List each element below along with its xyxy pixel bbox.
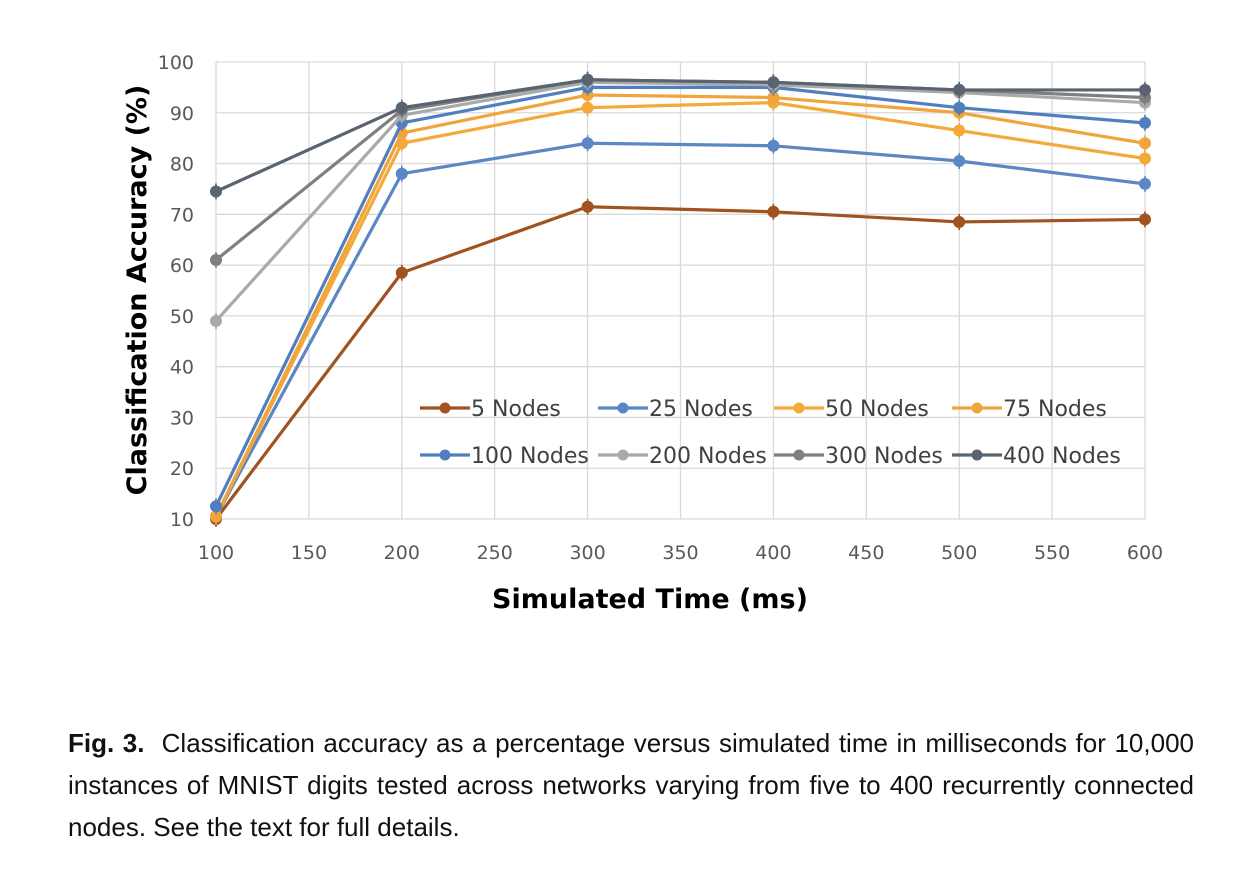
x-tick-label: 450 (848, 542, 884, 564)
legend-item: 100 Nodes (420, 444, 589, 469)
y-tick-label: 60 (170, 255, 194, 277)
legend-label: 5 Nodes (471, 397, 561, 422)
legend: 5 Nodes 25 Nodes 50 Nodes 75 Nodes 100 Nodes… (420, 397, 1121, 469)
legend-label: 75 Nodes (1003, 397, 1107, 422)
x-tick-label: 500 (941, 542, 977, 564)
data-point (581, 73, 594, 86)
data-point (395, 266, 408, 279)
y-axis-title: Classification Accuracy (%) (122, 85, 153, 496)
legend-swatch-marker (439, 449, 451, 461)
data-point (1139, 177, 1151, 190)
data-point (1139, 152, 1151, 165)
data-point (1139, 116, 1151, 129)
data-point (210, 254, 222, 267)
data-point (1139, 137, 1151, 150)
data-point (953, 155, 966, 168)
legend-item: 200 Nodes (598, 444, 767, 469)
x-axis-title: Simulated Time (ms) (492, 584, 808, 615)
data-point (210, 500, 222, 513)
legend-item: 50 Nodes (774, 397, 929, 422)
x-tick-label: 200 (384, 542, 420, 564)
legend-item: 300 Nodes (774, 444, 943, 469)
caption-text: Classification accuracy as a percentage … (68, 728, 1194, 842)
data-point (210, 185, 222, 198)
series-line (214, 101, 1146, 518)
series-line (214, 205, 1146, 520)
legend-label: 50 Nodes (825, 397, 929, 422)
legend-label: 300 Nodes (825, 444, 943, 469)
data-point (210, 314, 222, 327)
legend-label: 200 Nodes (649, 444, 767, 469)
legend-swatch-marker (617, 449, 629, 461)
caption-label: Fig. 3. (68, 728, 145, 758)
data-point (581, 200, 594, 213)
series-line (214, 93, 1146, 518)
y-tick-label: 40 (170, 357, 194, 379)
tick-labels: 100 150 200 250 300 350 400 450 500 550 600 10 20 30 4… (158, 52, 1163, 564)
data-point (1139, 83, 1151, 96)
data-point (395, 167, 408, 180)
y-tick-label: 90 (170, 103, 194, 125)
x-tick-label: 150 (291, 542, 327, 564)
legend-swatch-marker (439, 402, 451, 414)
data-point (767, 205, 780, 218)
series-line (214, 85, 1146, 508)
series-400-nodes (210, 71, 1151, 200)
x-tick-label: 400 (755, 542, 791, 564)
legend-item: 75 Nodes (952, 397, 1107, 422)
y-tick-label: 50 (170, 306, 194, 328)
data-point (581, 101, 594, 114)
data-point (767, 76, 780, 89)
x-tick-label: 300 (569, 542, 605, 564)
y-tick-label: 10 (170, 509, 194, 531)
data-point (395, 101, 408, 114)
data-point (767, 139, 780, 152)
y-tick-label: 30 (170, 407, 194, 429)
legend-item: 400 Nodes (952, 444, 1121, 469)
figure-caption: Fig. 3. Classification accuracy as a per… (68, 722, 1194, 848)
x-tick-label: 600 (1127, 542, 1163, 564)
series-line (214, 141, 1146, 518)
y-tick-label: 70 (170, 204, 194, 226)
x-tick-label: 550 (1034, 542, 1070, 564)
data-point (953, 101, 966, 114)
x-tick-label: 100 (198, 542, 234, 564)
legend-swatch-marker (793, 449, 805, 461)
series-lines (210, 71, 1151, 527)
chart: 100 150 200 250 300 350 400 450 500 550 600 10 20 30 4… (122, 52, 1163, 615)
y-tick-label: 20 (170, 458, 194, 480)
data-point (953, 124, 966, 137)
series-line (215, 78, 1145, 193)
legend-item: 5 Nodes (420, 397, 561, 422)
y-tick-label: 80 (170, 154, 194, 176)
data-point (953, 215, 966, 228)
legend-label: 400 Nodes (1003, 444, 1121, 469)
data-point (581, 137, 594, 150)
legend-swatch-marker (793, 402, 805, 414)
x-tick-label: 250 (477, 542, 513, 564)
x-tick-label: 350 (662, 542, 698, 564)
legend-swatch-marker (971, 449, 983, 461)
series-line (214, 80, 1146, 323)
legend-label: 100 Nodes (471, 444, 589, 469)
legend-label: 25 Nodes (649, 397, 753, 422)
y-tick-label: 100 (158, 52, 194, 74)
legend-item: 25 Nodes (598, 397, 753, 422)
legend-swatch-marker (971, 402, 983, 414)
legend-swatch-marker (617, 402, 629, 414)
data-point (1139, 213, 1151, 226)
data-point (953, 83, 966, 96)
